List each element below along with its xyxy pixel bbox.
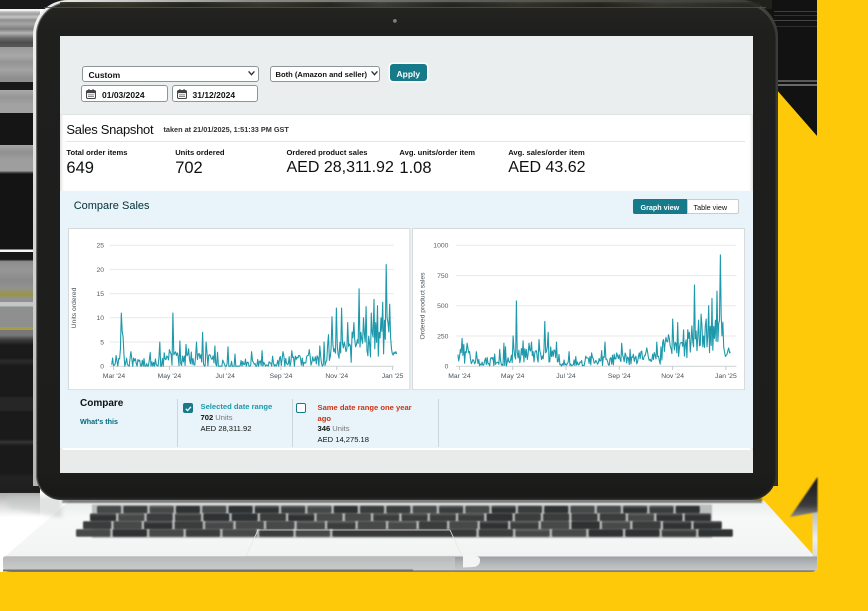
svg-text:Ordered product sales: Ordered product sales bbox=[419, 272, 426, 340]
svg-text:Mar '24: Mar '24 bbox=[448, 373, 471, 380]
svg-text:500: 500 bbox=[437, 303, 449, 310]
svg-text:Jan '25: Jan '25 bbox=[715, 373, 737, 380]
svg-text:Units ordered: Units ordered bbox=[71, 288, 78, 329]
svg-text:15: 15 bbox=[97, 291, 105, 298]
svg-text:May '24: May '24 bbox=[158, 373, 182, 380]
svg-text:Jul '24: Jul '24 bbox=[216, 373, 236, 380]
svg-text:0: 0 bbox=[444, 364, 448, 371]
svg-text:25: 25 bbox=[97, 243, 105, 250]
svg-text:May '24: May '24 bbox=[501, 373, 525, 380]
svg-text:Jul '24: Jul '24 bbox=[556, 373, 576, 380]
svg-text:5: 5 bbox=[101, 340, 105, 347]
svg-text:Jan '25: Jan '25 bbox=[382, 373, 404, 380]
svg-text:20: 20 bbox=[97, 267, 105, 274]
svg-text:Sep '24: Sep '24 bbox=[607, 373, 630, 380]
svg-text:Mar '24: Mar '24 bbox=[103, 373, 126, 380]
svg-text:250: 250 bbox=[437, 334, 449, 341]
svg-text:10: 10 bbox=[97, 315, 105, 322]
svg-text:Nov '24: Nov '24 bbox=[326, 373, 349, 380]
svg-text:0: 0 bbox=[101, 364, 105, 371]
svg-text:Sep '24: Sep '24 bbox=[270, 373, 293, 380]
svg-text:750: 750 bbox=[437, 273, 449, 280]
svg-text:1000: 1000 bbox=[433, 243, 448, 250]
svg-text:Nov '24: Nov '24 bbox=[661, 373, 684, 380]
